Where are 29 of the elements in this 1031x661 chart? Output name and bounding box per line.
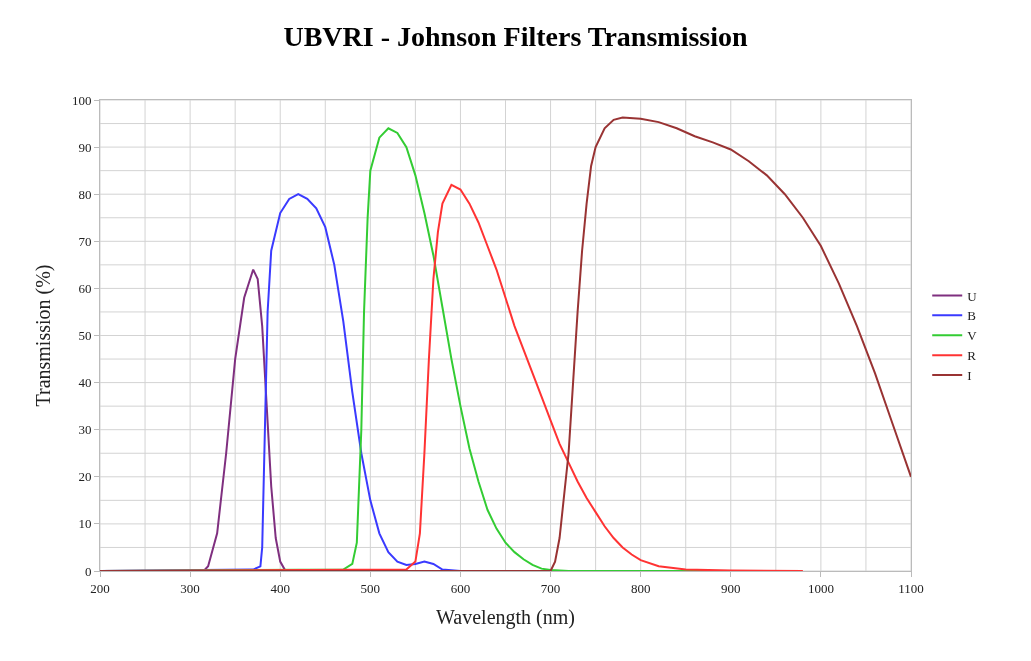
x-tick-label: 400 (270, 580, 290, 596)
legend-label: V (967, 328, 978, 344)
y-tick-label: 70 (78, 233, 92, 249)
y-tick-label: 50 (78, 328, 92, 344)
chart-title: UBVRI - Johnson Filters Transmission (283, 21, 748, 53)
y-tick-label: 20 (78, 469, 92, 485)
y-tick-label: 40 (78, 375, 92, 391)
x-tick-label: 500 (360, 580, 381, 596)
y-tick-label: 30 (78, 422, 92, 438)
y-tick-label: 90 (78, 139, 92, 155)
legend-label: B (967, 308, 977, 324)
x-tick-label: 700 (540, 580, 561, 596)
x-tick-label: 600 (450, 580, 471, 596)
x-tick-label: 300 (180, 580, 200, 596)
legend-label: I (967, 368, 972, 384)
x-axis-title: Wavelength (nm) (436, 606, 575, 630)
y-tick-label: 100 (71, 92, 92, 108)
x-tick-label: 1000 (807, 580, 834, 596)
legend-label: U (967, 288, 978, 304)
y-tick-label: 10 (78, 516, 92, 532)
x-tick-label: 800 (630, 580, 651, 596)
y-tick-label: 0 (84, 563, 92, 579)
legend-label: R (967, 348, 977, 364)
x-tick-label: 900 (721, 580, 741, 596)
x-tick-label: 1100 (898, 580, 924, 596)
y-tick-label: 80 (78, 186, 92, 202)
y-axis-title: Transmission (%) (32, 264, 56, 407)
y-tick-label: 60 (78, 280, 92, 296)
x-tick-label: 200 (90, 580, 110, 596)
